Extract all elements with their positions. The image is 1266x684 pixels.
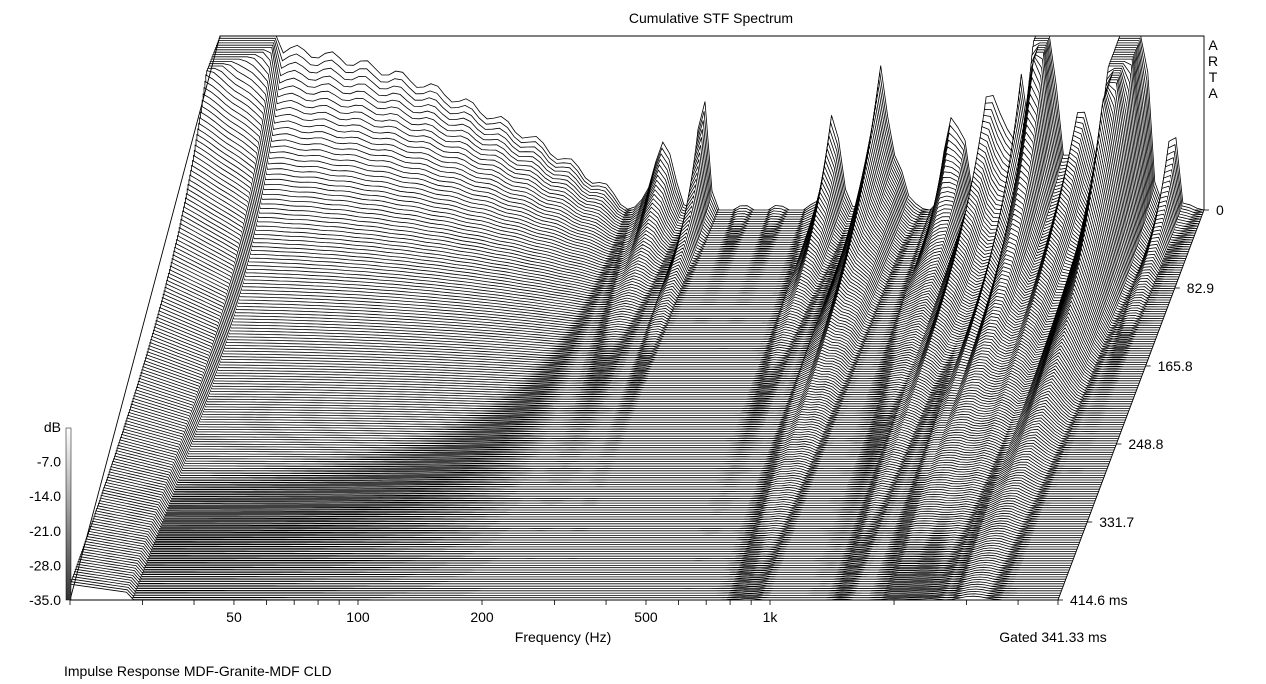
time-tick-label: 414.6 ms	[1070, 592, 1128, 608]
spectrum-slice	[93, 515, 1082, 539]
time-tick-label: 331.7	[1099, 514, 1134, 530]
spectrum-slice	[99, 497, 1088, 522]
db-scale-bar	[65, 427, 72, 601]
spectrum-slice	[199, 87, 1185, 264]
db-axis-labels: dB -7.0 -14.0 -21.0 -28.0 -35.0	[29, 419, 61, 608]
frequency-tick-label: 1k	[763, 609, 779, 625]
spectrum-slice	[86, 536, 1075, 557]
db-tick-label: -14.0	[29, 488, 61, 504]
spectrum-slice	[90, 523, 1079, 546]
frequency-axis-labels: 50 100 200 500 1k	[69, 600, 1059, 625]
spectrum-slice	[89, 528, 1077, 550]
file-caption: Impulse Response MDF-Granite-MDF CLD	[64, 663, 332, 679]
spectrum-slice	[79, 556, 1068, 576]
spectrum-slice	[90, 525, 1078, 548]
time-tick-label: 82.9	[1187, 280, 1214, 296]
spectrum-slice	[88, 530, 1077, 552]
spectrum-slice	[77, 561, 1066, 580]
time-axis-labels: 0 82.9 165.8 248.8 331.7 414.6 ms	[1058, 202, 1224, 608]
spectrum-slice	[92, 518, 1081, 541]
spectrum-slice	[96, 507, 1084, 532]
gate-label: Gated 341.33 ms	[999, 629, 1106, 645]
spectrum-slice	[78, 558, 1067, 578]
spectrum-slice	[74, 571, 1063, 589]
spectrum-slice	[98, 500, 1087, 525]
spectrum-slice	[87, 533, 1076, 555]
spectrum-slice	[85, 538, 1074, 559]
spectrum-slice	[91, 520, 1080, 543]
db-tick-label: -21.0	[29, 523, 61, 539]
spectrum-slice	[97, 505, 1085, 529]
chart-title: Cumulative STF Spectrum	[629, 10, 793, 26]
spectrum-slice	[81, 551, 1070, 571]
db-tick-label: dB	[44, 419, 61, 435]
spectrum-slice	[82, 546, 1071, 566]
spectrum-slice	[76, 563, 1065, 582]
time-axis-line	[1057, 209, 1205, 601]
frequency-tick-label: 100	[346, 609, 370, 625]
spectrum-slice	[71, 578, 1060, 596]
spectrum-slice	[95, 510, 1084, 534]
frequency-tick-label: 200	[470, 609, 494, 625]
db-tick-label: -7.0	[37, 454, 61, 470]
spectrum-slice	[82, 548, 1071, 569]
spectrum-slice	[72, 576, 1061, 594]
spectrum-slice	[83, 543, 1072, 564]
db-tick-label: -35.0	[29, 592, 61, 608]
time-tick-label: 248.8	[1128, 436, 1163, 452]
db-tick-label: -28.0	[29, 557, 61, 573]
spectrum-slice	[75, 566, 1065, 585]
frequency-tick-label: 50	[226, 609, 242, 625]
spectrum-slice	[73, 573, 1062, 592]
x-axis-label: Frequency (Hz)	[515, 629, 611, 645]
spectrum-slices	[69, 35, 1205, 601]
time-tick-label: 165.8	[1158, 358, 1193, 374]
plot-frame	[69, 35, 1205, 601]
spectrum-slice	[94, 513, 1083, 536]
spectrum-slice	[198, 91, 1184, 266]
spectrum-slice	[70, 581, 1059, 599]
time-tick-label: 0	[1216, 202, 1224, 218]
spectrum-slice	[84, 541, 1073, 562]
spectrum-slice	[80, 553, 1069, 573]
frequency-tick-label: 500	[634, 609, 658, 625]
spectrum-slice	[74, 568, 1064, 587]
spectrum-slice	[98, 502, 1086, 527]
